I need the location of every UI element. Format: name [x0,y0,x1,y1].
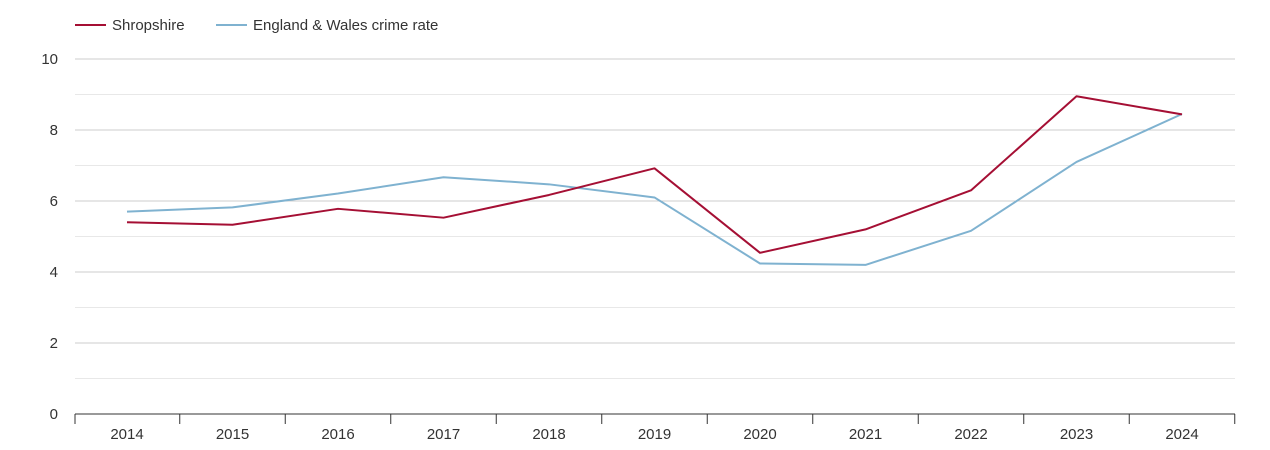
y-tick-label: 4 [50,264,58,281]
x-tick-label: 2022 [954,426,987,443]
y-tick-label: 0 [50,406,58,423]
x-tick-label: 2021 [849,426,882,443]
series-line-england-wales-crime-rate [126,113,1183,266]
legend-label-shropshire: Shropshire [112,17,185,34]
x-tick-label: 2018 [532,426,565,443]
y-tick-label: 8 [50,122,58,139]
y-axis-ticks: 0 2 4 6 8 10 [41,51,58,423]
legend: Shropshire England & Wales crime rate [75,17,438,34]
series-layer [126,95,1183,266]
legend-label-england-wales: England & Wales crime rate [253,17,438,34]
x-tick-label: 2015 [216,426,249,443]
legend-item-england-wales[interactable]: England & Wales crime rate [216,17,438,34]
series-line-shropshire [126,95,1183,254]
x-tick-label: 2019 [638,426,671,443]
y-tick-label: 6 [50,193,58,210]
x-tick-label: 2024 [1165,426,1198,443]
grid [75,58,1235,379]
x-tick-label: 2020 [743,426,776,443]
x-axis-ticks: 2014 2015 2016 2017 2018 2019 2020 2021 2022 2023… [74,414,1236,443]
x-tick-label: 2017 [427,426,460,443]
x-tick-label: 2014 [110,426,143,443]
y-tick-label: 2 [50,335,58,352]
x-tick-label: 2023 [1060,426,1093,443]
x-tick-label: 2016 [321,426,354,443]
y-tick-label: 10 [41,51,58,68]
legend-item-shropshire[interactable]: Shropshire [75,17,185,34]
